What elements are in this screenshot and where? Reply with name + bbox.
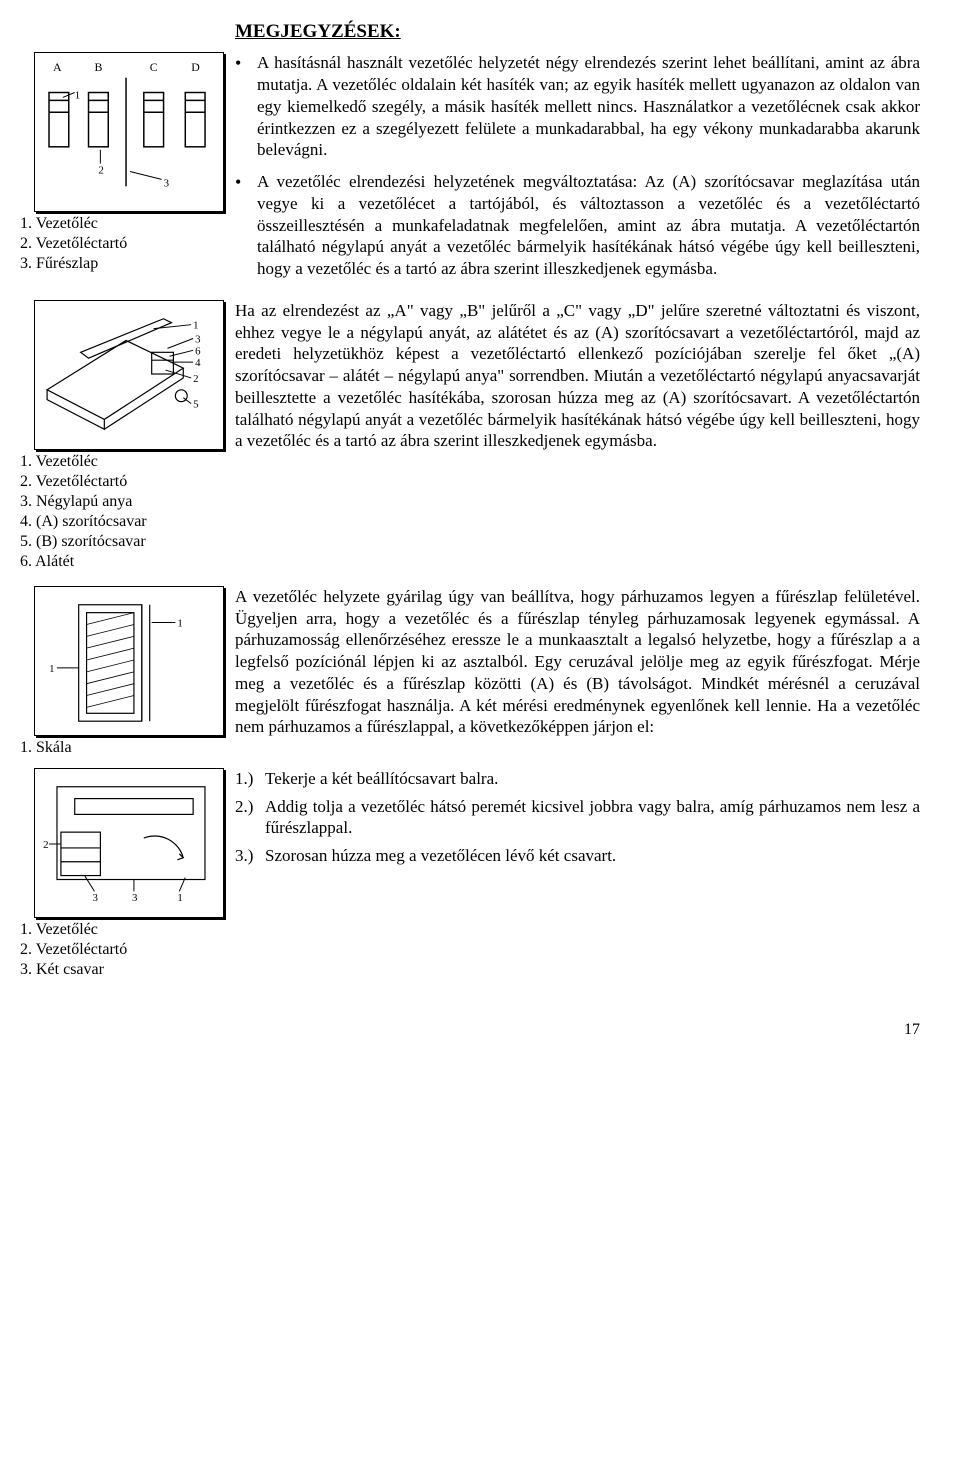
right-column-2: Ha az elrendezést az „A" vagy „B" jelűrő…: [235, 300, 920, 462]
right-column-3: A vezetőléc helyzete gyárilag úgy van be…: [235, 586, 920, 748]
legend-line: 2. Vezetőléctartó: [20, 940, 227, 960]
legend-line: 1. Vezetőléc: [20, 920, 227, 940]
step-number: 2.): [235, 796, 265, 840]
legend-line: 2. Vezetőléctartó: [20, 472, 227, 492]
section-2: 1 3 6 4 2 5 1. Vezetőléc 2. Vezetőléctar…: [20, 300, 920, 572]
legend-line: 6. Alátét: [20, 552, 227, 572]
section-4: 2 3 1 3 1. Vezetőléc 2. Vezetőléctartó 3…: [20, 768, 920, 980]
paragraph: A vezetőléc helyzete gyárilag úgy van be…: [235, 586, 920, 738]
left-column-2: 1 3 6 4 2 5 1. Vezetőléc 2. Vezetőléctar…: [20, 300, 235, 572]
step-text: Addig tolja a vezetőléc hátsó peremét ki…: [265, 796, 920, 840]
figure-2-legend: 1. Vezetőléc 2. Vezetőléctartó 3. Négyla…: [20, 452, 227, 572]
svg-text:3: 3: [92, 892, 97, 904]
figure-4-legend: 1. Vezetőléc 2. Vezetőléctartó 3. Két cs…: [20, 920, 227, 980]
numbered-step: 1.) Tekerje a két beállítócsavart balra.: [235, 768, 920, 790]
svg-text:2: 2: [193, 373, 198, 385]
svg-text:D: D: [191, 60, 200, 74]
svg-text:2: 2: [98, 164, 103, 176]
svg-text:A: A: [53, 60, 62, 74]
figure-3: 1 1: [34, 586, 224, 736]
legend-line: 2. Vezetőléctartó: [20, 234, 227, 254]
svg-text:3: 3: [132, 892, 137, 904]
svg-text:1: 1: [49, 663, 54, 675]
notes-heading: MEGJEGYZÉSEK:: [235, 20, 920, 44]
legend-line: 5. (B) szorítócsavar: [20, 532, 227, 552]
bullet-item: A vezetőléc elrendezési helyzetének megv…: [235, 171, 920, 280]
svg-text:4: 4: [195, 357, 201, 369]
figure-4: 2 3 1 3: [34, 768, 224, 918]
svg-text:C: C: [150, 60, 158, 74]
bullet-item: A hasításnál használt vezetőléc helyzeté…: [235, 52, 920, 161]
page-number: 17: [20, 1020, 920, 1040]
svg-text:2: 2: [43, 839, 48, 851]
legend-line: 3. Két csavar: [20, 960, 227, 980]
step-text: Tekerje a két beállítócsavart balra.: [265, 768, 920, 790]
svg-text:1: 1: [75, 89, 80, 101]
numbered-step: 2.) Addig tolja a vezetőléc hátsó peremé…: [235, 796, 920, 840]
right-column-1: MEGJEGYZÉSEK: A hasításnál használt veze…: [235, 20, 920, 290]
svg-text:3: 3: [195, 333, 200, 345]
figure-1-legend: 1. Vezetőléc 2. Vezetőléctartó 3. Fűrész…: [20, 214, 227, 274]
svg-text:1: 1: [177, 617, 182, 629]
legend-line: 1. Skála: [20, 738, 227, 758]
left-column-3: 1 1 1. Skála: [20, 586, 235, 758]
figure-2: 1 3 6 4 2 5: [34, 300, 224, 450]
svg-text:B: B: [94, 60, 102, 74]
legend-line: 4. (A) szorítócsavar: [20, 512, 227, 532]
figure-1: A B C D: [34, 52, 224, 212]
svg-text:1: 1: [177, 892, 182, 904]
legend-line: 1. Vezetőléc: [20, 452, 227, 472]
svg-text:3: 3: [164, 177, 169, 189]
left-column-1: A B C D: [20, 20, 235, 274]
step-number: 3.): [235, 845, 265, 867]
legend-line: 1. Vezetőléc: [20, 214, 227, 234]
right-column-4: 1.) Tekerje a két beállítócsavart balra.…: [235, 768, 920, 873]
section-1: A B C D: [20, 20, 920, 290]
figure-3-legend: 1. Skála: [20, 738, 227, 758]
left-column-4: 2 3 1 3 1. Vezetőléc 2. Vezetőléctartó 3…: [20, 768, 235, 980]
bullet-list: A hasításnál használt vezetőléc helyzeté…: [235, 52, 920, 280]
step-text: Szorosan húzza meg a vezetőlécen lévő ké…: [265, 845, 920, 867]
numbered-step: 3.) Szorosan húzza meg a vezetőlécen lév…: [235, 845, 920, 867]
section-3: 1 1 1. Skála A vezetőléc helyzete gyáril…: [20, 586, 920, 758]
paragraph: Ha az elrendezést az „A" vagy „B" jelűrő…: [235, 300, 920, 452]
svg-text:5: 5: [193, 398, 198, 410]
svg-text:6: 6: [195, 345, 201, 357]
svg-text:1: 1: [193, 319, 198, 331]
legend-line: 3. Négylapú anya: [20, 492, 227, 512]
step-number: 1.): [235, 768, 265, 790]
legend-line: 3. Fűrészlap: [20, 254, 227, 274]
